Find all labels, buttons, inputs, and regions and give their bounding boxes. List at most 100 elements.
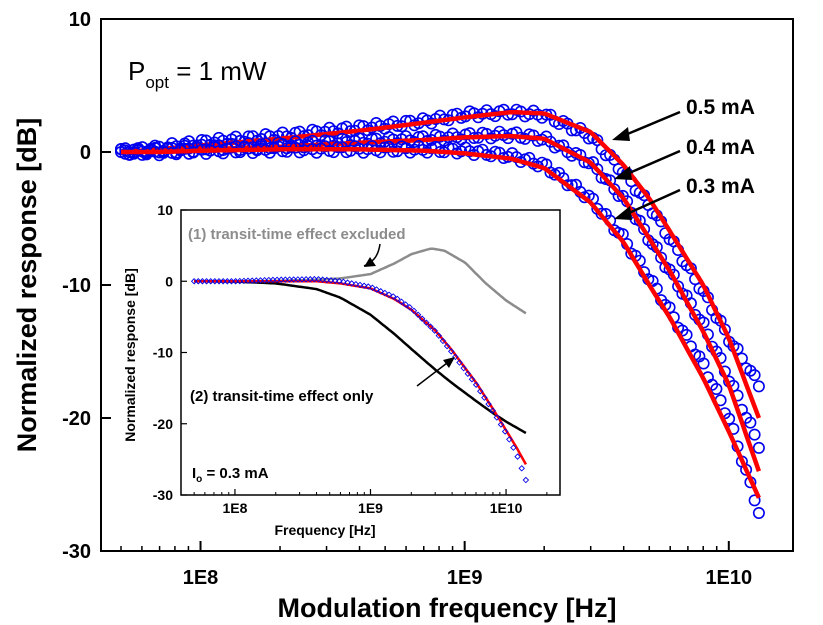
series-label-0-5ma: 0.5 mA: [686, 96, 755, 119]
main-x-axis-label: Modulation frequency [Hz]: [278, 593, 617, 623]
inset-measured-point: [190, 278, 198, 285]
popt-annotation: Popt = 1 mW: [128, 56, 267, 92]
inset-plot-frame: [180, 209, 561, 496]
inset-annotation-only: (2) transit-time effect only: [190, 388, 374, 405]
inset-measured-point: [402, 301, 409, 308]
inset-y-tick-label: -20: [153, 416, 173, 432]
inset-measured-point: [336, 277, 343, 285]
inset-measured-point: [460, 364, 467, 372]
main-y-tick-label: -30: [62, 541, 91, 563]
inset-measured-point: [398, 298, 405, 305]
inset-measured-point: [394, 295, 401, 303]
inset-measured-point: [331, 277, 339, 285]
inset-measured-point: [506, 436, 513, 443]
inset-y-tick-label: 0: [165, 273, 173, 289]
main-y-tick-label: 10: [69, 9, 91, 31]
measured-point: [561, 179, 574, 192]
measured-point: [752, 380, 765, 393]
inset-arrowhead-only: [443, 357, 455, 368]
measured-point: [127, 143, 140, 156]
inset-y-tick-label: 10: [157, 202, 173, 218]
measured-point: [285, 140, 298, 153]
inset-x-tick-label: 1E10: [490, 500, 523, 516]
inset-arrow-only: [416, 359, 452, 387]
inset-measured-point: [389, 293, 397, 300]
arrowhead-0-5ma: [612, 127, 630, 141]
inset-measured-point: [522, 476, 530, 484]
inset-measured-point: [311, 275, 318, 283]
inset-x-tick-label: 1E8: [222, 500, 247, 516]
inset-measured-point: [481, 394, 488, 401]
measured-point: [697, 357, 710, 370]
measured-point: [748, 428, 761, 441]
inset-x-axis-label: Frequency [Hz]: [274, 522, 375, 538]
inset-measured-point: [493, 414, 501, 421]
inset-y-axis-label: Normalized response [dB]: [122, 268, 138, 441]
measured-point: [710, 382, 723, 395]
inset-measured-point: [373, 286, 380, 293]
inset-measured-point: [427, 323, 434, 330]
inset-y-tick-label: -30: [153, 487, 173, 503]
inset-measured-point: [443, 342, 451, 350]
inset-measured-point: [369, 284, 376, 291]
arrowhead-0-3ma: [614, 206, 632, 220]
inset-series-3: [190, 275, 530, 484]
main-y-tick-label: -10: [62, 275, 91, 297]
inset-measured-point: [518, 465, 525, 472]
inset-measured-point: [315, 276, 322, 283]
inset-measured-point: [510, 444, 517, 451]
inset-measured-point: [199, 278, 206, 285]
inset-measured-point: [319, 276, 326, 283]
inset-measured-point: [501, 428, 509, 435]
inset-measured-point: [414, 311, 422, 319]
main-series-2: [115, 140, 765, 519]
inset-measured-point: [431, 327, 438, 334]
inset-measured-point: [340, 278, 347, 286]
inset-measured-point: [323, 276, 331, 284]
inset-line: [194, 280, 527, 466]
inset-measured-point: [410, 307, 418, 315]
inset-measured-point: [447, 348, 455, 355]
arrowhead-0-4ma: [614, 166, 632, 180]
measured-point: [748, 369, 761, 382]
inset-measured-point: [456, 359, 463, 366]
inset-measured-point: [215, 278, 223, 285]
inset-measured-point: [228, 278, 235, 285]
series-label-0-3ma: 0.3 mA: [686, 175, 755, 198]
inset-measured-point: [423, 319, 430, 326]
inset-measured-point: [381, 289, 389, 297]
inset-measured-point: [356, 281, 364, 289]
inset-measured-point: [377, 287, 384, 295]
measured-point: [748, 494, 761, 507]
inset-annotation-excluded: (1) transit-time effect excluded: [188, 226, 406, 243]
inset-measured-point: [406, 304, 413, 311]
series-label-0-4ma: 0.4 mA: [686, 136, 755, 159]
inset-measured-point: [452, 353, 459, 361]
inset-series-2: [194, 280, 527, 466]
inset-measured-point: [472, 381, 480, 388]
main-y-axis-label: Normalized response [dB]: [12, 118, 42, 453]
inset-measured-point: [207, 278, 214, 285]
measured-point: [752, 506, 765, 519]
main-x-tick-label: 1E10: [705, 567, 752, 589]
inset-measured-point: [211, 278, 219, 285]
inset-measured-point: [439, 337, 447, 345]
inset-measured-point: [224, 278, 231, 285]
inset-measured-point: [219, 278, 227, 285]
inset-measured-point: [489, 407, 496, 414]
inset-measured-point: [468, 375, 476, 383]
measured-point: [752, 441, 765, 454]
measured-point: [655, 251, 668, 264]
inset-measured-point: [418, 315, 426, 322]
inset-y-tick-label: -10: [153, 345, 173, 361]
main-y-tick-label: 0: [80, 142, 91, 164]
inset-measured-point: [485, 400, 492, 408]
inset-arrowhead-excluded: [364, 257, 376, 267]
inset-measured-point: [435, 332, 443, 339]
inset-measured-point: [385, 291, 393, 298]
inset-measured-point: [360, 282, 368, 289]
inset-measured-point: [348, 280, 355, 287]
inset-measured-point: [344, 279, 351, 286]
inset-measured-point: [352, 280, 360, 288]
inset-measured-point: [365, 283, 372, 290]
